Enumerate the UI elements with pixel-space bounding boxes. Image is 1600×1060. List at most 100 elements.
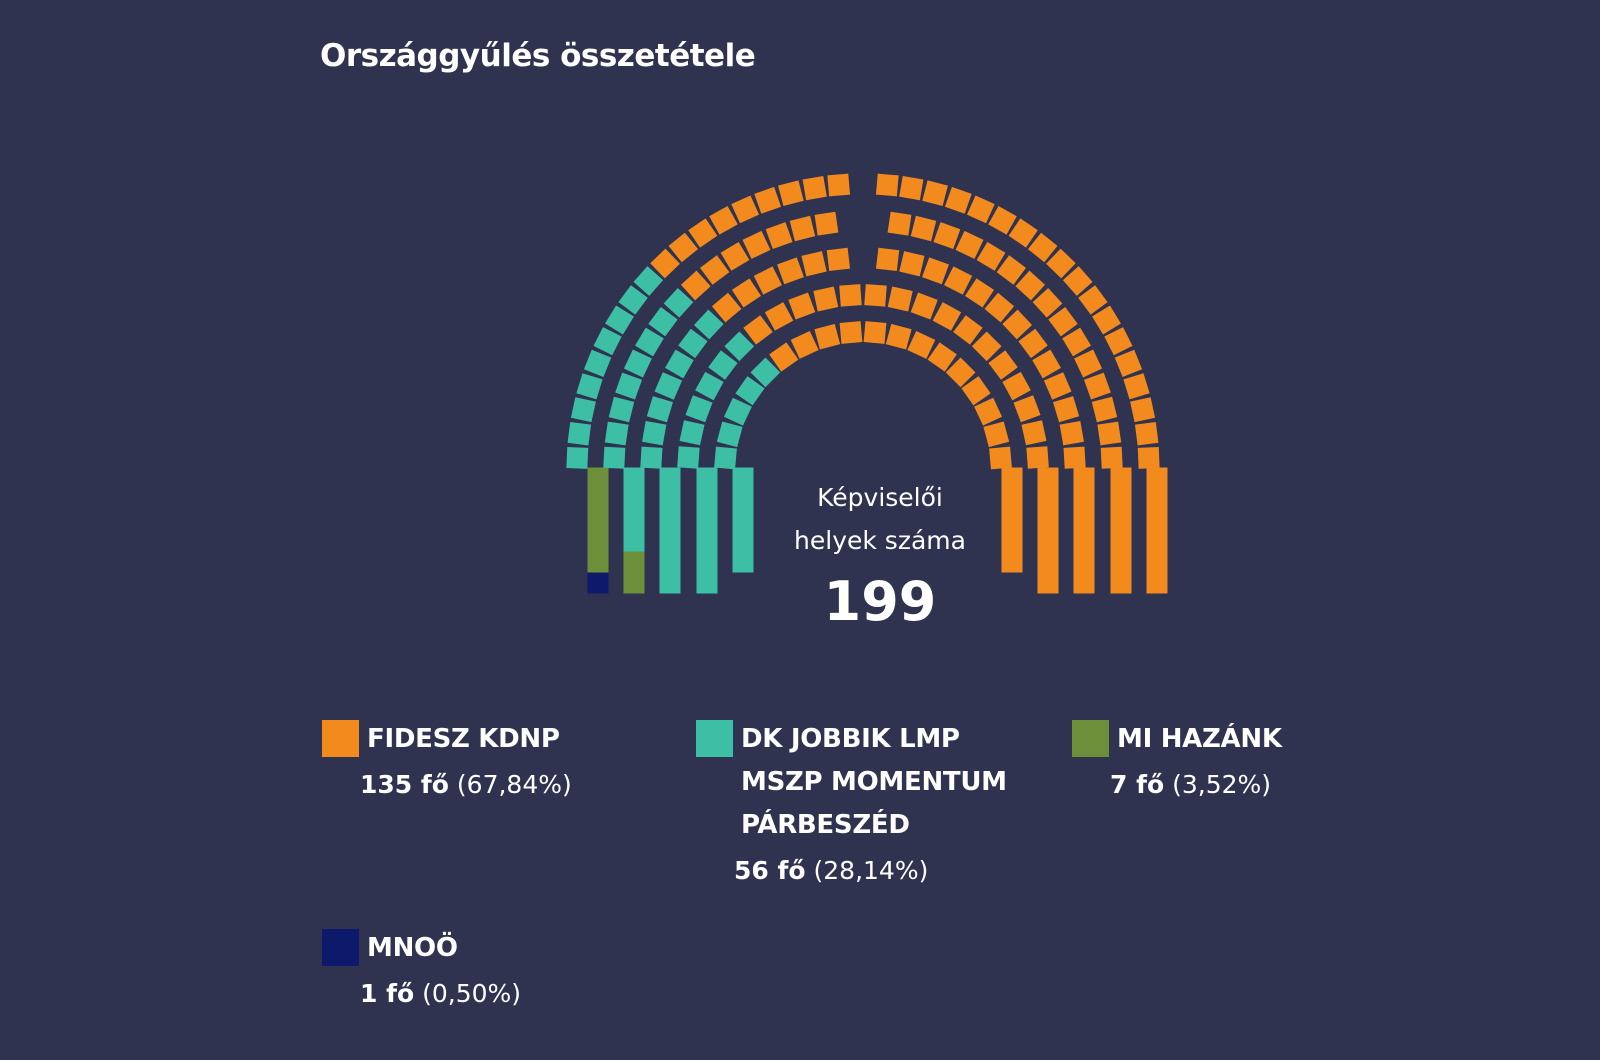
seat — [1091, 396, 1118, 423]
seat — [642, 421, 667, 446]
seat — [711, 292, 742, 323]
seat — [570, 397, 596, 423]
legend-seat-count: 56 fő — [734, 856, 806, 885]
seat — [623, 488, 645, 510]
seat — [1037, 509, 1059, 531]
seat — [1015, 270, 1046, 301]
seat — [769, 342, 799, 372]
legend-item-mi-hazank: MI HAZÁNK 7 fő (3,52%) — [1072, 720, 1332, 800]
seat — [1037, 551, 1059, 573]
legend-swatch-fidesz-kdnp — [322, 720, 359, 757]
seat — [1008, 218, 1038, 248]
seat — [1018, 328, 1048, 359]
seat — [1062, 266, 1093, 296]
seat — [731, 278, 762, 308]
legend-party-stat: 135 fő (67,84%) — [360, 770, 572, 799]
seat — [724, 331, 755, 362]
seat — [696, 530, 718, 552]
seat — [567, 421, 592, 446]
seat — [1037, 467, 1059, 489]
seat — [899, 175, 924, 201]
seat — [984, 292, 1015, 323]
seat — [623, 509, 645, 531]
seat — [988, 350, 1018, 380]
seat — [587, 572, 609, 594]
seat — [695, 371, 724, 401]
seat — [989, 446, 1012, 470]
seat — [1002, 371, 1031, 401]
seat — [659, 530, 681, 552]
seat — [650, 248, 680, 279]
seat — [732, 551, 754, 573]
seat-count-label-line2: helyek száma — [794, 526, 966, 555]
seat — [1037, 530, 1059, 552]
seat — [1027, 232, 1058, 263]
seat — [743, 315, 773, 345]
seat — [1092, 305, 1121, 335]
legend-party-stat: 7 fő (3,52%) — [1110, 770, 1271, 799]
seat — [696, 467, 718, 489]
seat — [659, 572, 681, 594]
seat — [587, 509, 609, 531]
seat — [1110, 551, 1132, 573]
seat — [1100, 446, 1123, 469]
seat — [1048, 307, 1078, 337]
seat — [665, 349, 694, 379]
seat — [801, 251, 827, 277]
seat — [753, 266, 782, 295]
seat — [615, 372, 643, 400]
seat — [944, 266, 973, 295]
legend-party-stat: 1 fő (0,50%) — [360, 979, 521, 1008]
seat — [750, 357, 781, 388]
seat — [922, 257, 949, 285]
seat — [678, 328, 708, 359]
legend-swatch-opposition — [696, 720, 733, 757]
seat-count-label-line1: Képviselői — [817, 483, 943, 512]
seat — [789, 215, 816, 242]
seat — [899, 251, 925, 277]
seat — [608, 396, 635, 423]
seat — [875, 247, 900, 272]
seat — [839, 284, 862, 307]
seat — [1001, 530, 1023, 552]
seat — [910, 215, 937, 242]
seat — [1110, 509, 1132, 531]
seat — [813, 286, 839, 312]
seat — [1032, 349, 1061, 379]
seat — [863, 321, 887, 344]
seat — [826, 247, 851, 272]
seat — [754, 186, 782, 214]
seat — [688, 218, 718, 248]
seat — [887, 211, 912, 236]
seat — [723, 397, 752, 426]
seat — [1110, 572, 1132, 594]
seat — [1073, 551, 1095, 573]
seat — [933, 222, 961, 250]
seat — [765, 222, 793, 250]
seat — [1021, 420, 1047, 446]
seat — [1001, 467, 1023, 489]
seat — [1001, 551, 1023, 573]
seat — [976, 241, 1006, 271]
seat — [1110, 467, 1132, 489]
seat — [1146, 488, 1168, 510]
seat — [659, 551, 681, 573]
seat-count-total: 199 — [823, 570, 937, 633]
seat — [1043, 372, 1072, 400]
legend-party-name: MI HAZÁNK — [1117, 724, 1282, 754]
seat — [1123, 373, 1150, 400]
seat — [1146, 530, 1168, 552]
seat — [1134, 421, 1159, 446]
legend-item-opposition: DK JOBBIK LMP MSZP MOMENTUM PÁRBESZÉD 56… — [696, 720, 1046, 890]
seat — [1074, 349, 1103, 378]
legend-party-stat: 56 fő (28,14%) — [734, 856, 928, 885]
seat — [640, 446, 663, 469]
legend-swatch-mnoo — [322, 929, 359, 966]
seat — [663, 287, 694, 318]
seat — [1104, 327, 1133, 356]
seat — [716, 421, 743, 448]
seat — [1046, 248, 1076, 279]
seat — [1001, 509, 1023, 531]
seat — [1110, 530, 1132, 552]
seat — [680, 270, 711, 301]
